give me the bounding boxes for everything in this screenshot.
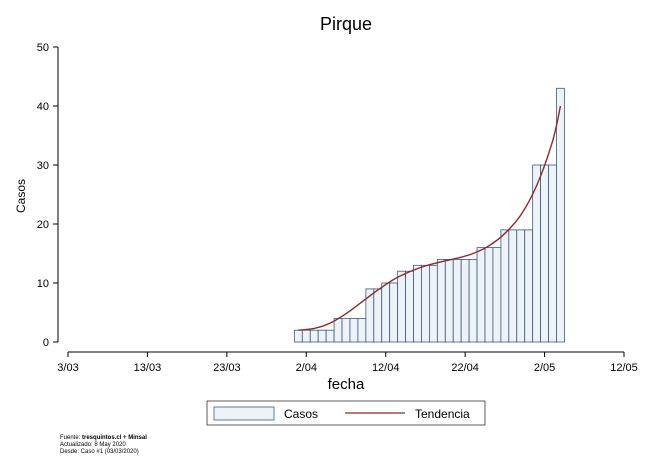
y-tick-label: 10 bbox=[37, 278, 49, 290]
bar bbox=[452, 258, 462, 343]
x-tick-label: 2/05 bbox=[534, 362, 555, 374]
bar bbox=[421, 264, 430, 343]
bar bbox=[548, 164, 557, 343]
bar bbox=[293, 329, 303, 343]
bar bbox=[389, 282, 399, 343]
x-tick-label: 12/04 bbox=[372, 362, 400, 374]
bar bbox=[428, 264, 438, 343]
bar bbox=[556, 87, 565, 343]
y-tick-label: 20 bbox=[37, 219, 49, 231]
bar bbox=[524, 229, 534, 343]
legend-label-tendencia: Tendencia bbox=[415, 407, 470, 421]
bar bbox=[484, 247, 494, 343]
footer-since: Desde: Caso #1 (03/03/2020) bbox=[60, 449, 139, 455]
bar bbox=[301, 329, 311, 343]
bar bbox=[413, 264, 422, 343]
bar bbox=[460, 258, 470, 343]
bar bbox=[508, 229, 518, 343]
legend-label-casos: Casos bbox=[284, 407, 318, 421]
legend-swatch-casos bbox=[213, 406, 275, 421]
y-tick-label: 50 bbox=[37, 42, 49, 54]
footer-updated: Actualizado: 8 May 2020 bbox=[60, 442, 126, 448]
bar bbox=[373, 288, 383, 343]
bar bbox=[309, 329, 319, 343]
bar bbox=[357, 317, 367, 343]
legend: Casos Tendencia bbox=[206, 400, 486, 426]
y-axis-title: Casos bbox=[14, 179, 28, 213]
y-tick-label: 30 bbox=[37, 160, 49, 172]
bar bbox=[468, 258, 478, 343]
x-tick-label: 13/03 bbox=[134, 362, 162, 374]
x-tick-label: 23/03 bbox=[213, 362, 241, 374]
x-tick-label: 22/04 bbox=[451, 362, 479, 374]
x-tick-label: 2/04 bbox=[296, 362, 317, 374]
bar bbox=[436, 258, 446, 343]
bar bbox=[325, 329, 335, 343]
bar bbox=[540, 164, 549, 343]
bar bbox=[365, 288, 375, 343]
chart-title: Pirque bbox=[320, 14, 372, 34]
x-tick-label: 3/03 bbox=[57, 362, 78, 374]
bar bbox=[492, 247, 502, 343]
bar bbox=[405, 270, 414, 343]
y-tick-label: 0 bbox=[43, 337, 49, 349]
x-axis-title: fecha bbox=[328, 376, 365, 393]
plot-area: 0 10 20 30 40 50 3/03 13/03 23/03 2/04 12/04 22/04 2… bbox=[37, 42, 638, 374]
bar bbox=[349, 317, 359, 343]
bar bbox=[516, 229, 526, 343]
bar bbox=[341, 317, 351, 343]
trend-line bbox=[298, 105, 562, 331]
source-footer: Fuente: tresquintos.cl + Minsal Actualiz… bbox=[60, 435, 147, 456]
bar bbox=[500, 229, 510, 343]
x-tick-label: 12/05 bbox=[610, 362, 638, 374]
bar bbox=[317, 329, 327, 343]
bar bbox=[333, 317, 343, 343]
bar bbox=[476, 247, 486, 343]
y-tick-label: 40 bbox=[37, 101, 49, 113]
footer-source: Fuente: tresquintos.cl + Minsal bbox=[60, 435, 147, 441]
bar bbox=[444, 258, 454, 343]
bar bbox=[381, 282, 391, 343]
bar bbox=[397, 270, 406, 343]
